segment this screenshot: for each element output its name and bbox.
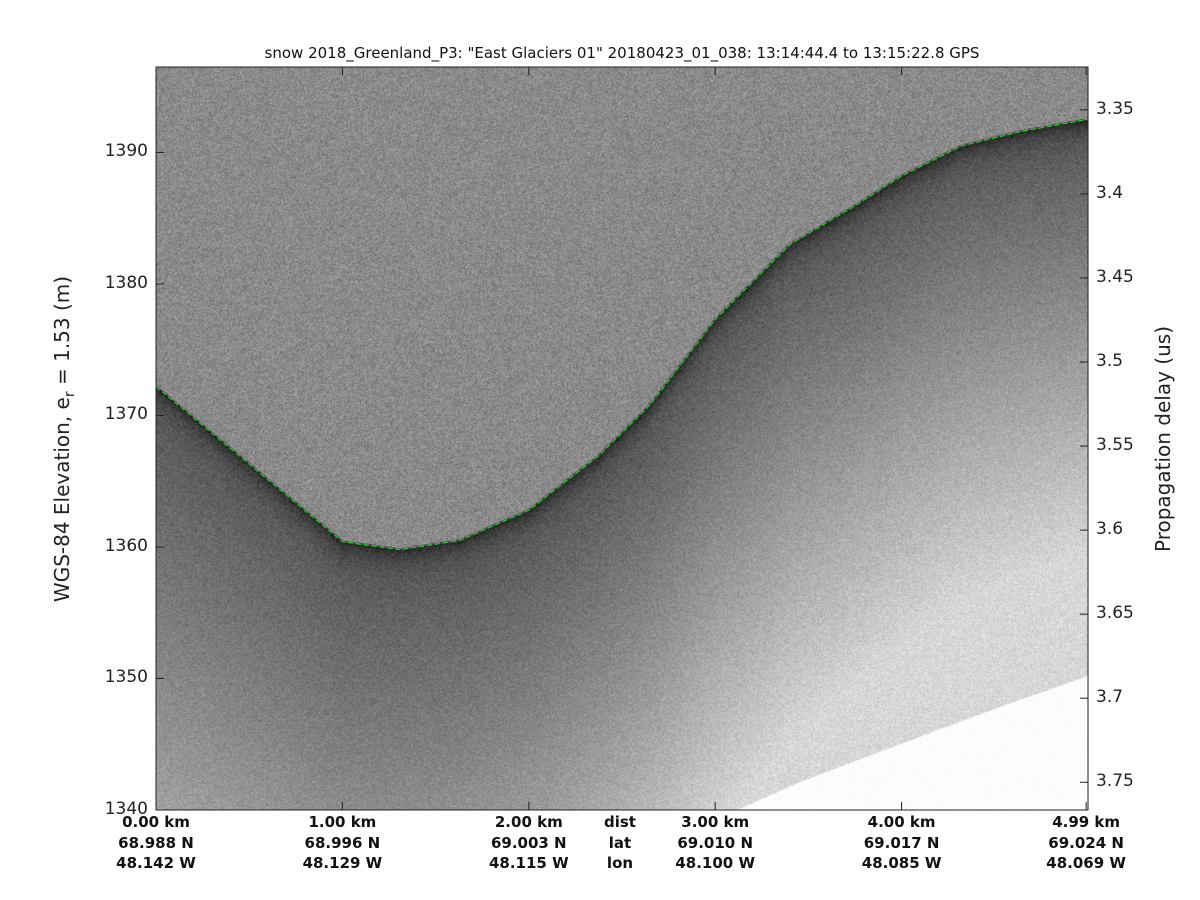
y-tick-label: 1380 bbox=[90, 273, 148, 293]
surface-shadow bbox=[156, 120, 1084, 550]
y2-tick-label: 3.75 bbox=[1096, 771, 1134, 791]
x-tick-label-lat: 69.024 N bbox=[1026, 833, 1146, 854]
y2-tick-label: 3.45 bbox=[1096, 267, 1134, 287]
y2-tick-label: 3.5 bbox=[1096, 351, 1123, 371]
y2-tick-label: 3.65 bbox=[1096, 603, 1134, 623]
x-tick-label-dist: 1.00 km bbox=[282, 812, 402, 833]
x-tick-label-lon: 48.142 W bbox=[96, 853, 216, 874]
x-tick-label-lon: 48.085 W bbox=[842, 853, 962, 874]
row-label-dist: dist bbox=[560, 812, 680, 833]
y2-axis-label: Propagation delay (us) bbox=[1151, 326, 1175, 552]
x-tick-label-lat: 68.988 N bbox=[96, 833, 216, 854]
y-tick-label: 1350 bbox=[90, 667, 148, 687]
x-tick-label-dist: 4.00 km bbox=[842, 812, 962, 833]
y2-tick-label: 3.35 bbox=[1096, 99, 1134, 119]
x-tick-label-lon: 48.069 W bbox=[1026, 853, 1146, 874]
y-tick-label: 1370 bbox=[90, 404, 148, 424]
x-tick-label-dist: 0.00 km bbox=[96, 812, 216, 833]
plot-frame bbox=[156, 67, 1088, 810]
y-tick-label: 1360 bbox=[90, 536, 148, 556]
x-tick-label-lon: 48.129 W bbox=[282, 853, 402, 874]
y-tick-label: 1390 bbox=[90, 141, 148, 161]
y2-tick-label: 3.4 bbox=[1096, 183, 1123, 203]
x-tick-label-lat: 68.996 N bbox=[282, 833, 402, 854]
surface-layer-line bbox=[156, 120, 1084, 550]
y2-tick-label: 3.6 bbox=[1096, 519, 1123, 539]
row-label-lon: lon bbox=[560, 853, 680, 874]
row-label-lat: lat bbox=[560, 833, 680, 854]
y2-tick-label: 3.7 bbox=[1096, 687, 1123, 707]
y-axis-label: WGS-84 Elevation, er = 1.53 (m) bbox=[50, 276, 78, 602]
x-tick-label-dist: 4.99 km bbox=[1026, 812, 1146, 833]
x-tick-label-lat: 69.017 N bbox=[842, 833, 962, 854]
y2-tick-label: 3.55 bbox=[1096, 435, 1134, 455]
